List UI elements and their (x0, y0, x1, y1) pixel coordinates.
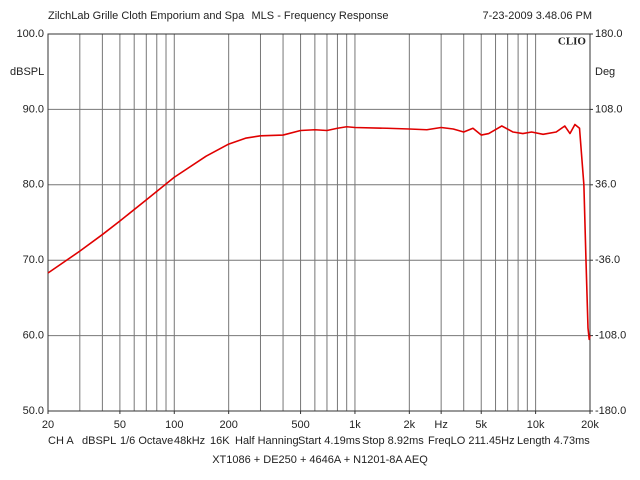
x-tick-label: 100 (165, 419, 183, 431)
footer-info: Stop 8.92ms (362, 435, 424, 447)
x-tick-label: 20 (42, 419, 54, 431)
header-right: 7-23-2009 3.48.06 PM (483, 10, 592, 22)
footer-info: FreqLO 211.45Hz (428, 435, 515, 447)
y2-tick-label: -36.0 (595, 254, 620, 266)
footer-info: CH A (48, 435, 74, 447)
y-tick-label: 80.0 (23, 179, 44, 191)
x-tick-label: 20k (581, 419, 599, 431)
footer-info: 1/6 Octave (120, 435, 173, 447)
x-tick-label: 5k (475, 419, 487, 431)
footer-info: 16K (210, 435, 230, 447)
y-tick-label: 100.0 (16, 28, 44, 40)
x-tick-label: Hz (434, 419, 447, 431)
plot-area (47, 33, 591, 412)
y2-tick-label: -180.0 (595, 405, 626, 417)
x-tick-label: 500 (291, 419, 309, 431)
logo: CLIO (558, 36, 587, 48)
caption: XT1086 + DE250 + 4646A + N1201-8A AEQ (212, 454, 428, 466)
x-tick-label: 50 (114, 419, 126, 431)
footer-info: Start 4.19ms (298, 435, 361, 447)
x-tick-label: 1k (349, 419, 361, 431)
y-tick-label: 70.0 (23, 254, 44, 266)
footer-info: dBSPL (82, 435, 116, 447)
footer-info: Half Hanning (235, 435, 299, 447)
y-tick-label: 60.0 (23, 330, 44, 342)
y2-axis-label: Deg (595, 66, 615, 78)
plot-border (47, 33, 591, 412)
x-tick-label: 200 (219, 419, 237, 431)
y2-tick-label: 180.0 (595, 28, 623, 40)
header-left: ZilchLab Grille Cloth Emporium and Spa (48, 10, 245, 22)
x-tick-label: 10k (527, 419, 545, 431)
header-center: MLS - Frequency Response (252, 10, 389, 22)
response-curve (47, 123, 591, 341)
footer-info: Length 4.73ms (517, 435, 590, 447)
y2-tick-label: -108.0 (595, 330, 626, 342)
y-tick-label: 90.0 (23, 103, 44, 115)
y2-tick-label: 108.0 (595, 103, 623, 115)
y-axis-label: dBSPL (10, 66, 44, 78)
y2-tick-label: 36.0 (595, 179, 616, 191)
y-tick-label: 50.0 (23, 405, 44, 417)
x-tick-label: 2k (404, 419, 416, 431)
footer-info: 48kHz (174, 435, 205, 447)
